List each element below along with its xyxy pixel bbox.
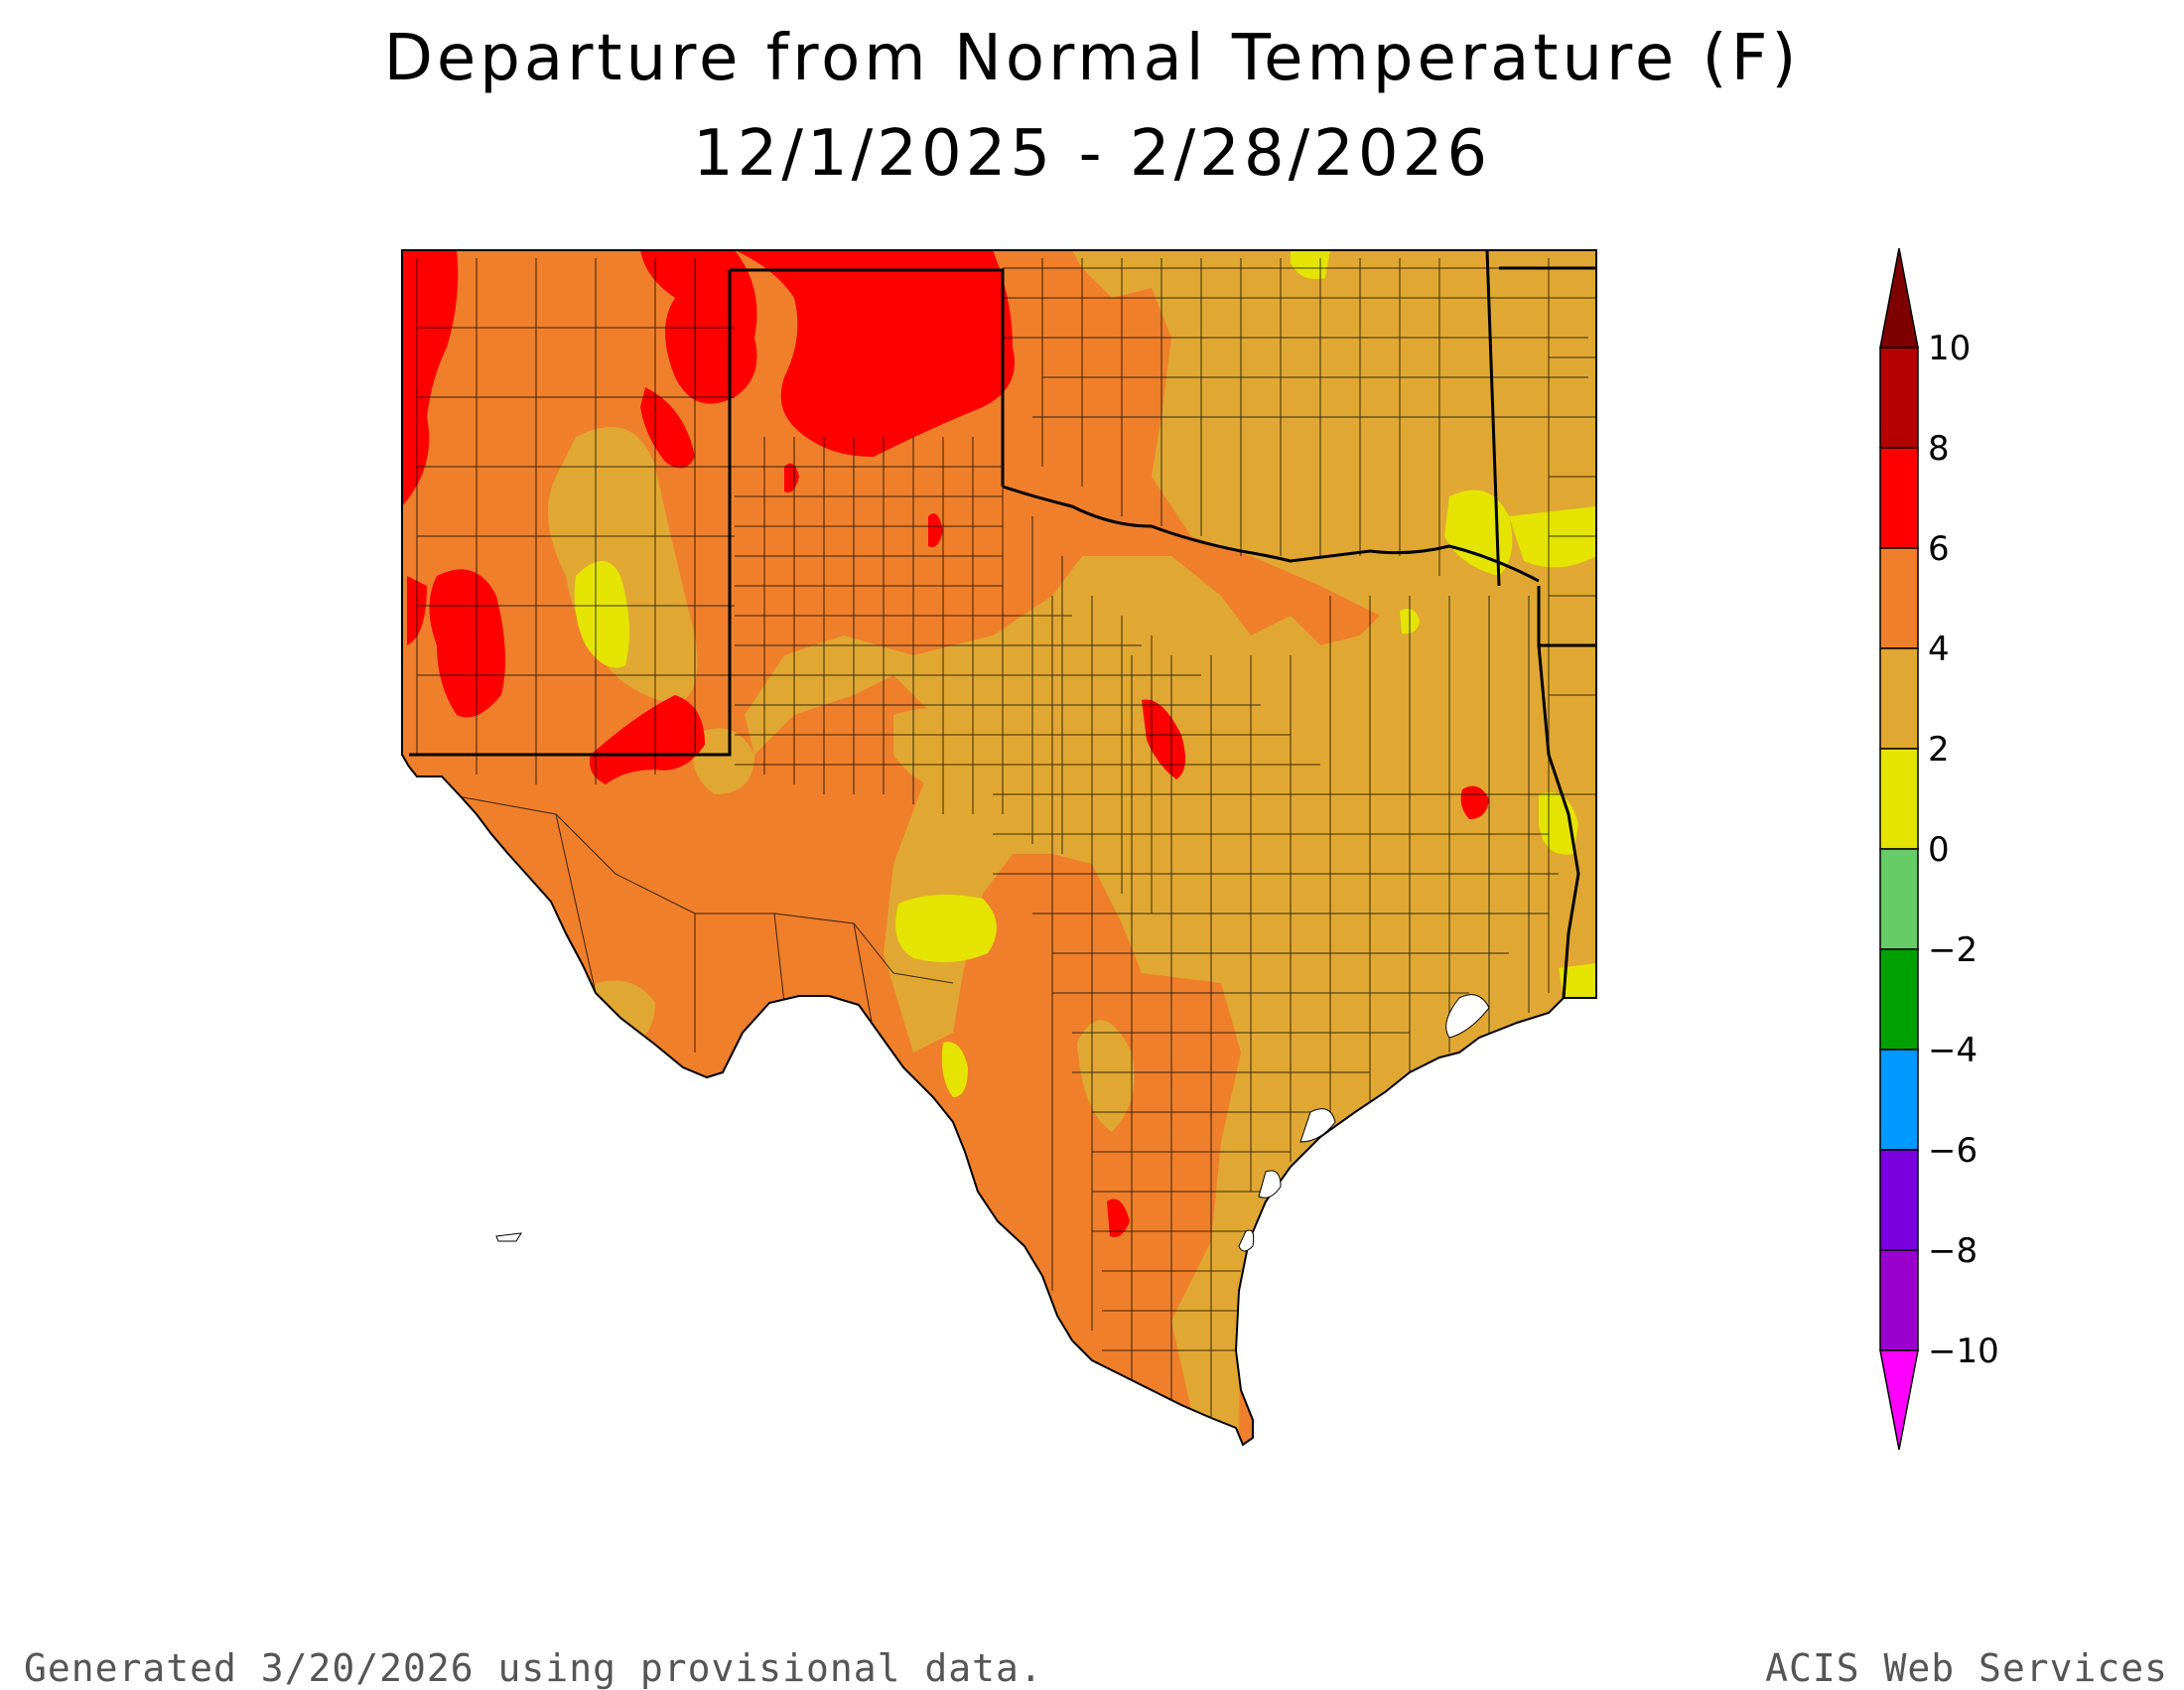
map-title: Departure from Normal Temperature (F): [383, 22, 1801, 95]
generated-note: Generated 3/20/2026 using provisional da…: [24, 1646, 1043, 1690]
departure-zones-2-to-4: [548, 250, 1596, 1430]
departure-contours: [402, 250, 1596, 1445]
state-boundaries: [409, 249, 1596, 999]
coastal-bays: [495, 994, 1490, 1252]
source-credit: ACIS Web Services: [1765, 1646, 2168, 1690]
map-date-range: 12/1/2025 - 2/28/2026: [692, 117, 1492, 191]
departure-zones-6-to-8: [402, 250, 1489, 1237]
county-boundaries: [416, 258, 1596, 1430]
